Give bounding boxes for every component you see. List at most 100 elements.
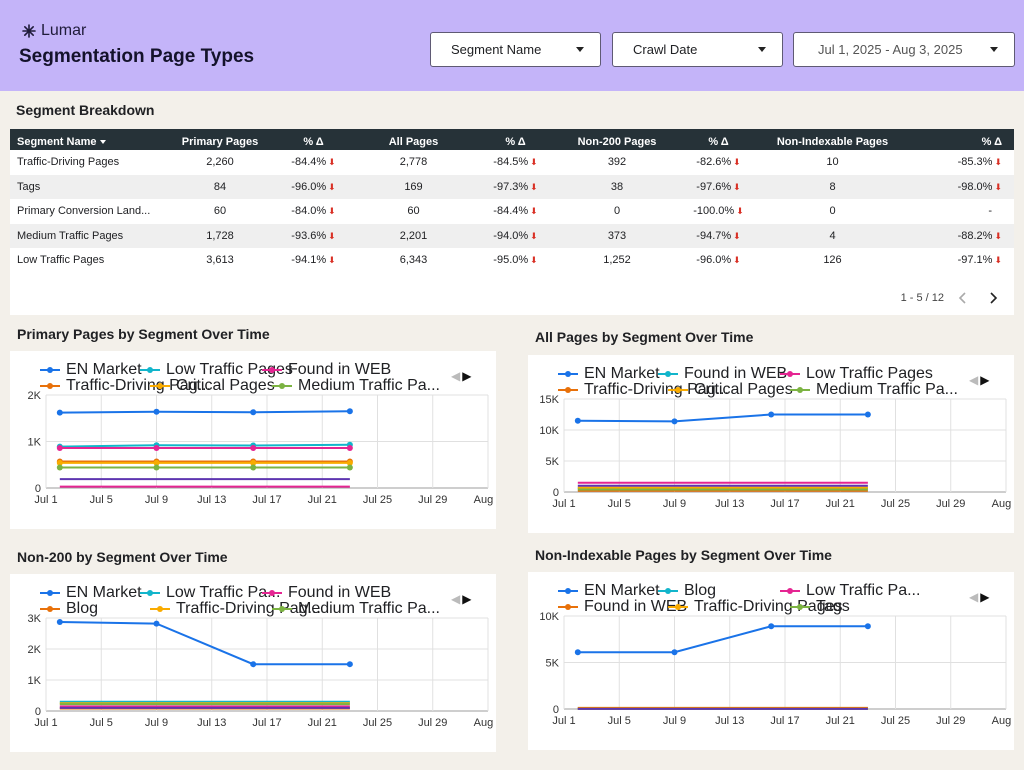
legend-prev-icon[interactable]: ◀ bbox=[451, 369, 461, 383]
legend-label: Tags bbox=[816, 598, 850, 615]
legend-swatch bbox=[40, 606, 60, 612]
legend-swatch bbox=[658, 588, 678, 594]
table-row[interactable]: Medium Traffic Pages 1,728 -93.6% ⬇ 2,201… bbox=[10, 223, 1014, 248]
x-tick-label: Jul 29 bbox=[418, 717, 447, 729]
prev-page-button[interactable] bbox=[952, 287, 974, 309]
legend-swatch bbox=[780, 588, 800, 594]
legend-swatch bbox=[150, 383, 170, 389]
cell-nonidx: 0 bbox=[829, 205, 836, 218]
column-header-segment-name[interactable]: Segment Name bbox=[10, 136, 176, 148]
column-header-primary-pct[interactable]: % Δ bbox=[303, 136, 324, 148]
cell-segment-name: Tags bbox=[17, 180, 41, 193]
down-arrow-icon: ⬇ bbox=[733, 181, 741, 192]
legend-pager: ◀ ▶ bbox=[451, 592, 471, 606]
legend-swatch bbox=[140, 590, 160, 596]
legend-item[interactable]: Medium Traffic Pa... bbox=[272, 600, 440, 618]
y-tick-label: 0 bbox=[35, 483, 41, 495]
legend-item[interactable]: Found in WEB bbox=[262, 361, 391, 379]
table-row[interactable]: Primary Conversion Land... 60 -84.0% ⬇ 60… bbox=[10, 199, 1014, 224]
legend-next-icon[interactable]: ▶ bbox=[462, 369, 472, 383]
legend-item[interactable]: Medium Traffic Pa... bbox=[272, 377, 440, 395]
cell-pct: -95.0% ⬇ bbox=[493, 254, 538, 267]
column-header-all-pages[interactable]: All Pages bbox=[388, 136, 439, 148]
legend-item[interactable]: Critical Pages bbox=[150, 377, 275, 395]
data-point bbox=[250, 409, 257, 416]
column-header-all-pct[interactable]: % Δ bbox=[505, 136, 526, 148]
data-point bbox=[768, 623, 775, 630]
legend-item[interactable]: Traffic-Driving Pag... bbox=[40, 377, 211, 395]
legend-item[interactable]: EN Market bbox=[558, 365, 660, 383]
legend-item[interactable]: Low Traffic Pages bbox=[780, 365, 933, 383]
down-arrow-icon: ⬇ bbox=[733, 255, 741, 266]
legend-item[interactable]: Low Traffic Pa... bbox=[140, 584, 280, 602]
column-header-nonindexable-pct[interactable]: % Δ bbox=[981, 136, 1002, 148]
cell-pct: -84.4% ⬇ bbox=[493, 205, 538, 218]
legend-label: Found in WEB bbox=[288, 584, 392, 601]
legend-item[interactable]: EN Market bbox=[40, 361, 142, 379]
legend-item[interactable]: EN Market bbox=[40, 584, 142, 602]
column-header-non200-pages[interactable]: Non-200 Pages bbox=[577, 136, 657, 148]
y-tick-label: 2K bbox=[28, 644, 42, 656]
legend-prev-icon[interactable]: ◀ bbox=[969, 373, 979, 387]
cell-nonidx: 4 bbox=[829, 229, 836, 242]
table-row[interactable]: Low Traffic Pages 3,613 -94.1% ⬇ 6,343 -9… bbox=[10, 248, 1014, 273]
legend-item[interactable]: EN Market bbox=[558, 582, 660, 600]
data-point bbox=[153, 445, 160, 452]
column-header-nonindexable-pages[interactable]: Non-Indexable Pages bbox=[776, 136, 889, 148]
crawl-date-filter[interactable]: Crawl Date bbox=[612, 32, 783, 67]
table-row[interactable]: Tags 84 -96.0% ⬇ 169 -97.3% ⬇ 38 -97.6% ⬇ 8… bbox=[10, 174, 1014, 199]
chevron-left-icon bbox=[958, 292, 966, 304]
column-header-non200-pct[interactable]: % Δ bbox=[708, 136, 729, 148]
cell-pct: -98.0% ⬇ bbox=[957, 180, 1002, 193]
legend-next-icon[interactable]: ▶ bbox=[980, 590, 990, 604]
legend-item[interactable]: Traffic-Driving Pag... bbox=[558, 381, 729, 399]
crawl-date-filter-label: Crawl Date bbox=[633, 42, 698, 57]
series-line bbox=[59, 443, 350, 448]
legend-item[interactable]: Found in WEB bbox=[262, 584, 391, 602]
y-tick-label: 3K bbox=[28, 613, 42, 625]
x-tick-label: Jul 25 bbox=[363, 717, 392, 729]
legend-swatch bbox=[272, 606, 292, 612]
legend-prev-icon[interactable]: ◀ bbox=[969, 590, 979, 604]
legend-item[interactable]: Critical Pages bbox=[668, 381, 793, 399]
legend-item[interactable]: Blog bbox=[40, 600, 98, 618]
legend-item[interactable]: Traffic-Driving Pag... bbox=[150, 600, 321, 618]
x-tick-label: Jul 13 bbox=[715, 498, 744, 510]
legend-label: Found in WEB bbox=[584, 598, 688, 615]
table-pagination: 1 - 5 / 12 bbox=[901, 287, 1004, 309]
legend-next-icon[interactable]: ▶ bbox=[980, 373, 990, 387]
legend-prev-icon[interactable]: ◀ bbox=[451, 592, 461, 606]
column-header-primary-pages[interactable]: Primary Pages bbox=[181, 136, 259, 148]
pagination-label: 1 - 5 / 12 bbox=[900, 292, 944, 304]
cell-primary: 1,728 bbox=[206, 229, 234, 242]
y-tick-label: 15K bbox=[539, 394, 559, 406]
cell-pct: -94.0% ⬇ bbox=[493, 229, 538, 242]
legend-item[interactable]: Blog bbox=[658, 582, 716, 600]
data-point bbox=[574, 417, 581, 424]
legend-item[interactable]: Found in WEB bbox=[558, 598, 687, 616]
data-point bbox=[250, 464, 257, 471]
table-row[interactable]: Traffic-Driving Pages 2,260 -84.4% ⬇ 2,77… bbox=[10, 150, 1014, 175]
legend-item[interactable]: Low Traffic Pa... bbox=[780, 582, 920, 600]
legend-next-icon[interactable]: ▶ bbox=[462, 592, 472, 606]
date-range-picker[interactable]: Jul 1, 2025 - Aug 3, 2025 bbox=[793, 32, 1015, 67]
down-arrow-icon: ⬇ bbox=[530, 255, 538, 266]
legend-swatch bbox=[40, 367, 60, 373]
header-bar: Lumar Segmentation Page Types Segment Na… bbox=[0, 0, 1024, 91]
chart-plot: 0 1K 2K 3K Jul 1 Jul 5 Jul 9 Jul 13 Jul 17 Jul 21… bbox=[28, 613, 496, 729]
legend-item[interactable]: Found in WEB bbox=[658, 365, 787, 383]
data-point bbox=[56, 409, 63, 416]
down-arrow-icon: ⬇ bbox=[994, 255, 1002, 266]
legend-item[interactable]: Medium Traffic Pa... bbox=[790, 381, 958, 399]
legend-item[interactable]: Traffic-Driving Pages bbox=[668, 598, 843, 616]
cell-non200: 392 bbox=[607, 156, 627, 169]
y-tick-label: 0 bbox=[35, 706, 41, 718]
down-arrow-icon: ⬇ bbox=[328, 157, 336, 168]
data-point bbox=[56, 619, 63, 626]
x-tick-label: Jul 1 bbox=[552, 498, 575, 510]
legend-item[interactable]: Tags bbox=[790, 598, 850, 616]
segment-name-filter[interactable]: Segment Name bbox=[430, 32, 601, 67]
next-page-button[interactable] bbox=[982, 287, 1004, 309]
x-tick-label: Jul 17 bbox=[770, 498, 799, 510]
legend-item[interactable]: Low Traffic Pages bbox=[140, 361, 293, 379]
